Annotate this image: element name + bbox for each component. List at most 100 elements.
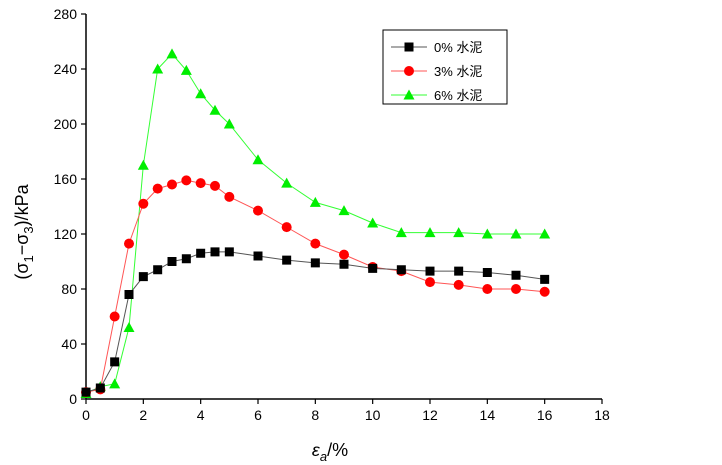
y-ticks: 0 40 80 120 160 200 240 280: [54, 6, 86, 407]
x-tick-label: 6: [254, 407, 262, 423]
data-point: [454, 266, 464, 276]
series-line: [85, 179, 545, 393]
data-point: [253, 251, 263, 261]
legend-marker: [404, 66, 414, 76]
y-tick-label: 200: [54, 116, 78, 132]
data-point: [109, 311, 120, 322]
legend-label: 3% 水泥: [434, 64, 482, 79]
y-tick-label: 160: [54, 171, 78, 187]
data-point: [181, 175, 192, 186]
series-line: [85, 251, 545, 393]
x-axis-label-main: ε: [312, 440, 321, 460]
data-point: [510, 228, 522, 239]
data-point: [152, 183, 163, 194]
data-point: [252, 154, 264, 165]
data-point: [481, 228, 493, 239]
data-point: [224, 191, 235, 202]
y-axis-label-tail: )/kPa: [12, 183, 32, 226]
data-point: [338, 205, 350, 216]
data-point: [339, 259, 349, 269]
data-point: [195, 88, 207, 99]
legend-box: [382, 29, 508, 105]
data-point: [124, 290, 134, 299]
data-point: [166, 48, 178, 59]
data-point: [453, 279, 464, 290]
series-line: [85, 53, 545, 394]
data-point: [539, 228, 551, 239]
x-axis-label-sub: a: [320, 449, 327, 464]
data-point: [137, 159, 149, 170]
data-point: [511, 270, 521, 280]
y-tick-label: 240: [54, 61, 78, 77]
data-point: [123, 322, 135, 332]
data-point: [180, 64, 192, 75]
x-tick-label: 4: [197, 407, 205, 423]
y-axis-label-sub1: 1: [21, 255, 36, 262]
data-point: [453, 227, 465, 238]
x-axis-label-tail: /%: [327, 440, 348, 460]
legend-items: 0% 水泥 3% 水泥 6% 水泥: [391, 40, 482, 103]
data-point: [195, 178, 206, 189]
x-tick-label: 2: [139, 407, 147, 423]
legend-marker: [403, 89, 415, 100]
data-point: [138, 272, 148, 282]
data-point: [540, 274, 550, 284]
data-point: [81, 387, 91, 397]
legend: 0% 水泥 3% 水泥 6% 水泥: [382, 29, 508, 105]
y-axis-label: (σ1−σ3)/kPa: [12, 183, 36, 279]
data-point: [482, 268, 492, 277]
data-point: [196, 248, 206, 258]
data-point: [339, 249, 349, 260]
data-point: [109, 378, 121, 389]
data-point: [210, 180, 220, 191]
y-axis-label-sub2: 3: [21, 226, 36, 233]
data-point: [181, 254, 191, 264]
x-tick-label: 18: [594, 407, 610, 423]
x-tick-label: 10: [365, 407, 381, 423]
data-point: [95, 383, 105, 393]
x-ticks: 0 2 4 6 8 10 12 14 16 18: [82, 399, 610, 423]
data-point: [424, 227, 436, 238]
data-point: [281, 222, 292, 233]
data-point: [124, 238, 134, 249]
data-point: [167, 257, 177, 266]
legend-label: 6% 水泥: [434, 88, 482, 103]
data-point: [138, 198, 149, 209]
data-point: [310, 258, 320, 268]
data-point: [282, 255, 292, 265]
legend-item-1: 3% 水泥: [391, 64, 482, 79]
data-point: [425, 277, 435, 288]
data-point: [224, 247, 234, 257]
x-tick-label: 0: [82, 407, 90, 423]
data-point: [153, 265, 163, 275]
data-point: [368, 263, 378, 273]
y-tick-label: 40: [61, 336, 77, 352]
x-tick-label: 14: [480, 407, 496, 423]
legend-item-0: 0% 水泥: [391, 40, 482, 55]
data-point: [395, 227, 407, 238]
x-axis-label: εa/%: [312, 440, 348, 464]
data-point: [253, 205, 263, 216]
x-tick-label: 8: [311, 407, 319, 423]
legend-label: 0% 水泥: [434, 40, 482, 55]
data-point: [396, 265, 406, 275]
y-axis-label-open: (σ: [12, 263, 32, 280]
x-tick-label: 12: [422, 407, 438, 423]
data-point: [309, 196, 321, 207]
legend-marker: [404, 42, 414, 52]
x-tick-label: 16: [537, 407, 553, 423]
y-tick-label: 120: [54, 226, 78, 242]
series-0: [81, 247, 550, 397]
y-tick-label: 80: [61, 281, 77, 297]
series-1: [81, 175, 550, 398]
data-point: [110, 357, 120, 367]
data-point: [511, 284, 521, 294]
series-layer: [80, 48, 551, 398]
data-point: [209, 104, 221, 115]
data-point: [210, 247, 220, 257]
data-point: [281, 177, 293, 188]
plot-area: 0 2 4 6 8 10 12 14 16 18 0 40 80 120 160 200 240 280: [54, 6, 610, 423]
data-point: [310, 238, 321, 249]
data-point: [152, 63, 164, 74]
